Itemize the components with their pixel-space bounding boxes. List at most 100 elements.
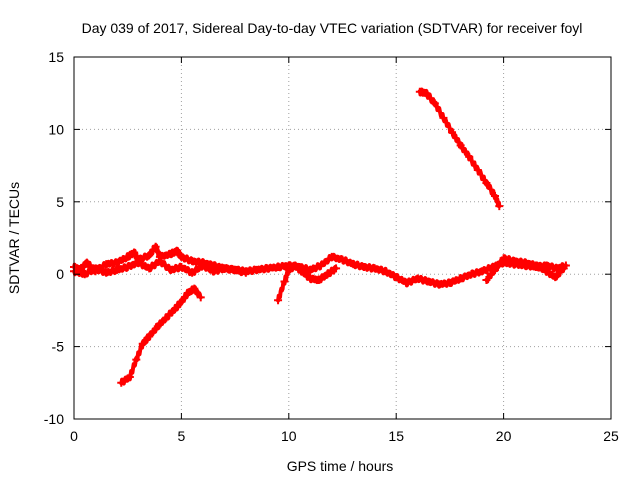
- data-point: [274, 296, 283, 305]
- data-point: [439, 113, 448, 122]
- data-point: [145, 264, 154, 273]
- y-tick-label: 0: [56, 266, 64, 282]
- x-tick-label: 15: [388, 428, 404, 444]
- data-point: [190, 284, 199, 293]
- x-tick-label: 25: [603, 428, 619, 444]
- data-point: [252, 265, 261, 274]
- data-point: [112, 265, 121, 274]
- data-point: [145, 332, 154, 341]
- data-point: [359, 262, 368, 271]
- y-tick-label: 15: [48, 49, 64, 65]
- data-point: [280, 277, 289, 286]
- data-point: [177, 262, 186, 271]
- data-point: [413, 274, 422, 283]
- data-point: [153, 322, 162, 331]
- series-falling-track: [415, 87, 504, 211]
- chart-title: Day 039 of 2017, Sidereal Day-to-day VTE…: [82, 20, 583, 36]
- data-point: [82, 258, 91, 267]
- data-point: [542, 267, 551, 276]
- data-point: [465, 152, 474, 161]
- data-point: [349, 260, 358, 269]
- data-point: [123, 262, 132, 271]
- data-point: [102, 260, 111, 269]
- data-point: [448, 128, 457, 137]
- y-tick-label: 10: [48, 121, 64, 137]
- data-point: [132, 355, 141, 364]
- data-point: [478, 267, 487, 276]
- plot-frame: [73, 56, 612, 420]
- data-point: [306, 265, 315, 274]
- data-point: [177, 252, 186, 261]
- y-tick-label: 5: [56, 194, 64, 210]
- data-point: [134, 258, 143, 267]
- data-point: [473, 165, 482, 174]
- data-point: [166, 265, 175, 274]
- data-point: [196, 293, 205, 302]
- data-point: [370, 264, 379, 273]
- x-tick-label: 5: [178, 428, 186, 444]
- data-point: [188, 257, 197, 266]
- data-point: [263, 264, 272, 273]
- data-point: [291, 261, 300, 270]
- data-point: [138, 339, 147, 348]
- data-point: [445, 278, 454, 287]
- data-point: [274, 262, 283, 271]
- data-point: [241, 268, 250, 277]
- data-point: [188, 268, 197, 277]
- x-tick-label: 20: [496, 428, 512, 444]
- data-point: [456, 141, 465, 150]
- data-point: [332, 264, 341, 273]
- data-point: [130, 248, 139, 257]
- data-point: [173, 247, 182, 256]
- data-point: [123, 252, 132, 261]
- data-point: [381, 267, 390, 276]
- data-point: [415, 87, 424, 96]
- data-point: [402, 278, 411, 287]
- x-axis-label: GPS time / hours: [287, 458, 394, 474]
- data-point: [231, 265, 240, 274]
- data-point: [155, 257, 164, 266]
- x-tick-label: 0: [70, 428, 78, 444]
- data-point: [183, 289, 192, 298]
- data-point: [145, 251, 154, 260]
- data-point: [284, 265, 293, 274]
- ticks: 0 5 10 15 20 25 -10 -5 0 5 10 15: [44, 49, 619, 444]
- series-rising-track: [117, 284, 205, 387]
- data-point: [117, 378, 126, 387]
- data-point: [162, 313, 171, 322]
- series-secondary-band: [70, 257, 250, 279]
- series-line: [119, 285, 203, 386]
- data-point: [430, 99, 439, 108]
- data-point: [499, 254, 508, 263]
- data-point: [198, 261, 207, 270]
- data-point: [209, 267, 218, 276]
- data-point: [424, 277, 433, 286]
- data-point: [91, 264, 100, 273]
- series-arc-19-23: [482, 254, 568, 284]
- y-tick-label: -5: [52, 339, 65, 355]
- data-point: [166, 249, 175, 258]
- data-point: [338, 255, 347, 264]
- data-point: [306, 274, 315, 283]
- data-point: [102, 268, 111, 277]
- data-point: [521, 258, 530, 267]
- data-point: [125, 373, 134, 382]
- data-point: [491, 192, 500, 201]
- data-point: [510, 257, 519, 266]
- data-point: [323, 270, 332, 279]
- data-point: [80, 270, 89, 279]
- data-point: [435, 280, 444, 289]
- series-line: [417, 87, 502, 209]
- data-point: [467, 270, 476, 279]
- data-point: [170, 304, 179, 313]
- data-point: [314, 275, 323, 284]
- data-point: [327, 252, 336, 261]
- data-point: [531, 261, 540, 270]
- x-tick-label: 10: [281, 428, 297, 444]
- data-point: [220, 264, 229, 273]
- data-point: [491, 265, 500, 274]
- grid: [74, 57, 611, 419]
- y-tick-label: -10: [44, 411, 64, 427]
- data-point: [112, 258, 121, 267]
